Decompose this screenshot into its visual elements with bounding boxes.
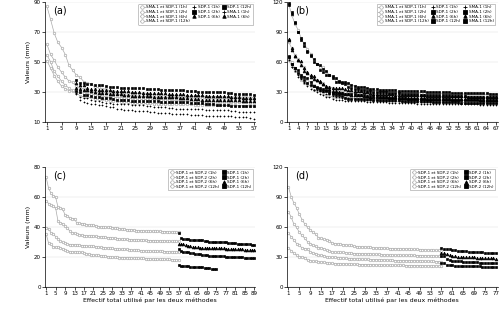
Legend: SMA-1 et SDP-1 (1h), SMA-1 et SDP-1 (2h), SMA-1 et SDP-1 (6h), SMA-1 et SDP-1 (1: SMA-1 et SDP-1 (1h), SMA-1 et SDP-1 (2h)… — [376, 4, 496, 25]
Y-axis label: Valeurs (mm): Valeurs (mm) — [26, 206, 31, 248]
Legend: SDP-1 et SDP-2 (1h), SDP-1 et SDP-2 (2h), SDP-1 et SDP-2 (6h), SDP-1 et SDP-2 (1: SDP-1 et SDP-2 (1h), SDP-1 et SDP-2 (2h)… — [410, 169, 496, 190]
X-axis label: Effectif total utilisé par les deux méthodes: Effectif total utilisé par les deux méth… — [84, 298, 217, 303]
X-axis label: Effectif total utilisé par les deux méthodes: Effectif total utilisé par les deux méth… — [326, 298, 459, 303]
Y-axis label: Valeurs (mm): Valeurs (mm) — [26, 41, 31, 83]
Legend: SMA-1 et SDP-1 (1h), SMA-1 et SDP-1 (2h), SMA-1 et SDP-1 (6h), SMA-1 et SDP-1 (1: SMA-1 et SDP-1 (1h), SMA-1 et SDP-1 (2h)… — [138, 4, 254, 25]
Text: (c): (c) — [54, 171, 66, 181]
Text: (a): (a) — [54, 5, 67, 15]
Text: (b): (b) — [296, 5, 310, 15]
Text: (d): (d) — [296, 171, 309, 181]
Legend: SDP-1 et SDP-2 (1h), SDP-1 et SDP-2 (2h), SDP-1 et SDP-2 (6h), SDP-1 et SDP-2 (1: SDP-1 et SDP-2 (1h), SDP-1 et SDP-2 (2h)… — [168, 169, 254, 190]
